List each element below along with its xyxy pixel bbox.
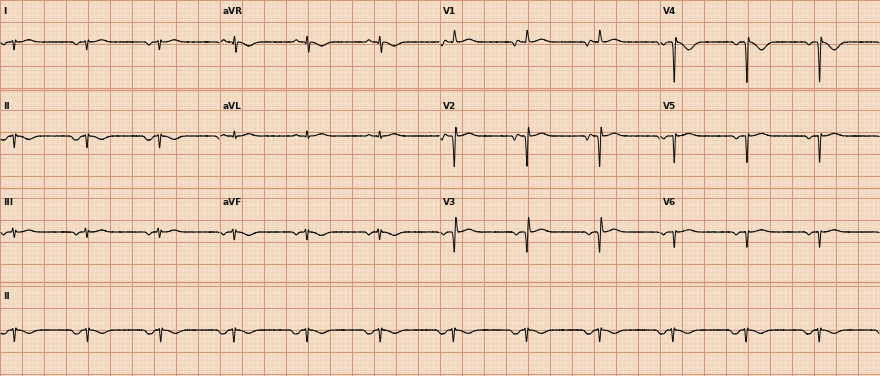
Text: aVR: aVR [223, 7, 243, 16]
Text: V1: V1 [443, 7, 456, 16]
Text: III: III [3, 198, 13, 207]
Text: V3: V3 [443, 198, 456, 207]
Text: aVL: aVL [223, 102, 242, 111]
Text: aVF: aVF [223, 198, 242, 207]
Text: II: II [3, 292, 10, 301]
Text: V5: V5 [663, 102, 676, 111]
Text: V2: V2 [443, 102, 456, 111]
Text: I: I [3, 7, 6, 16]
Text: V6: V6 [663, 198, 676, 207]
Text: V4: V4 [663, 7, 677, 16]
Text: II: II [3, 102, 10, 111]
